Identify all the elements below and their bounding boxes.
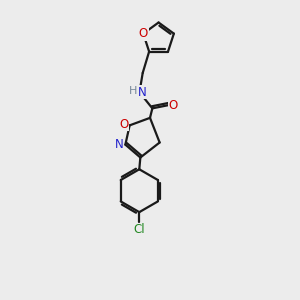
Text: O: O xyxy=(119,118,128,131)
Text: N: N xyxy=(138,86,146,99)
Text: H: H xyxy=(128,85,137,96)
Text: O: O xyxy=(169,99,178,112)
Text: O: O xyxy=(139,27,148,40)
Text: N: N xyxy=(115,138,124,151)
Text: Cl: Cl xyxy=(134,223,145,236)
